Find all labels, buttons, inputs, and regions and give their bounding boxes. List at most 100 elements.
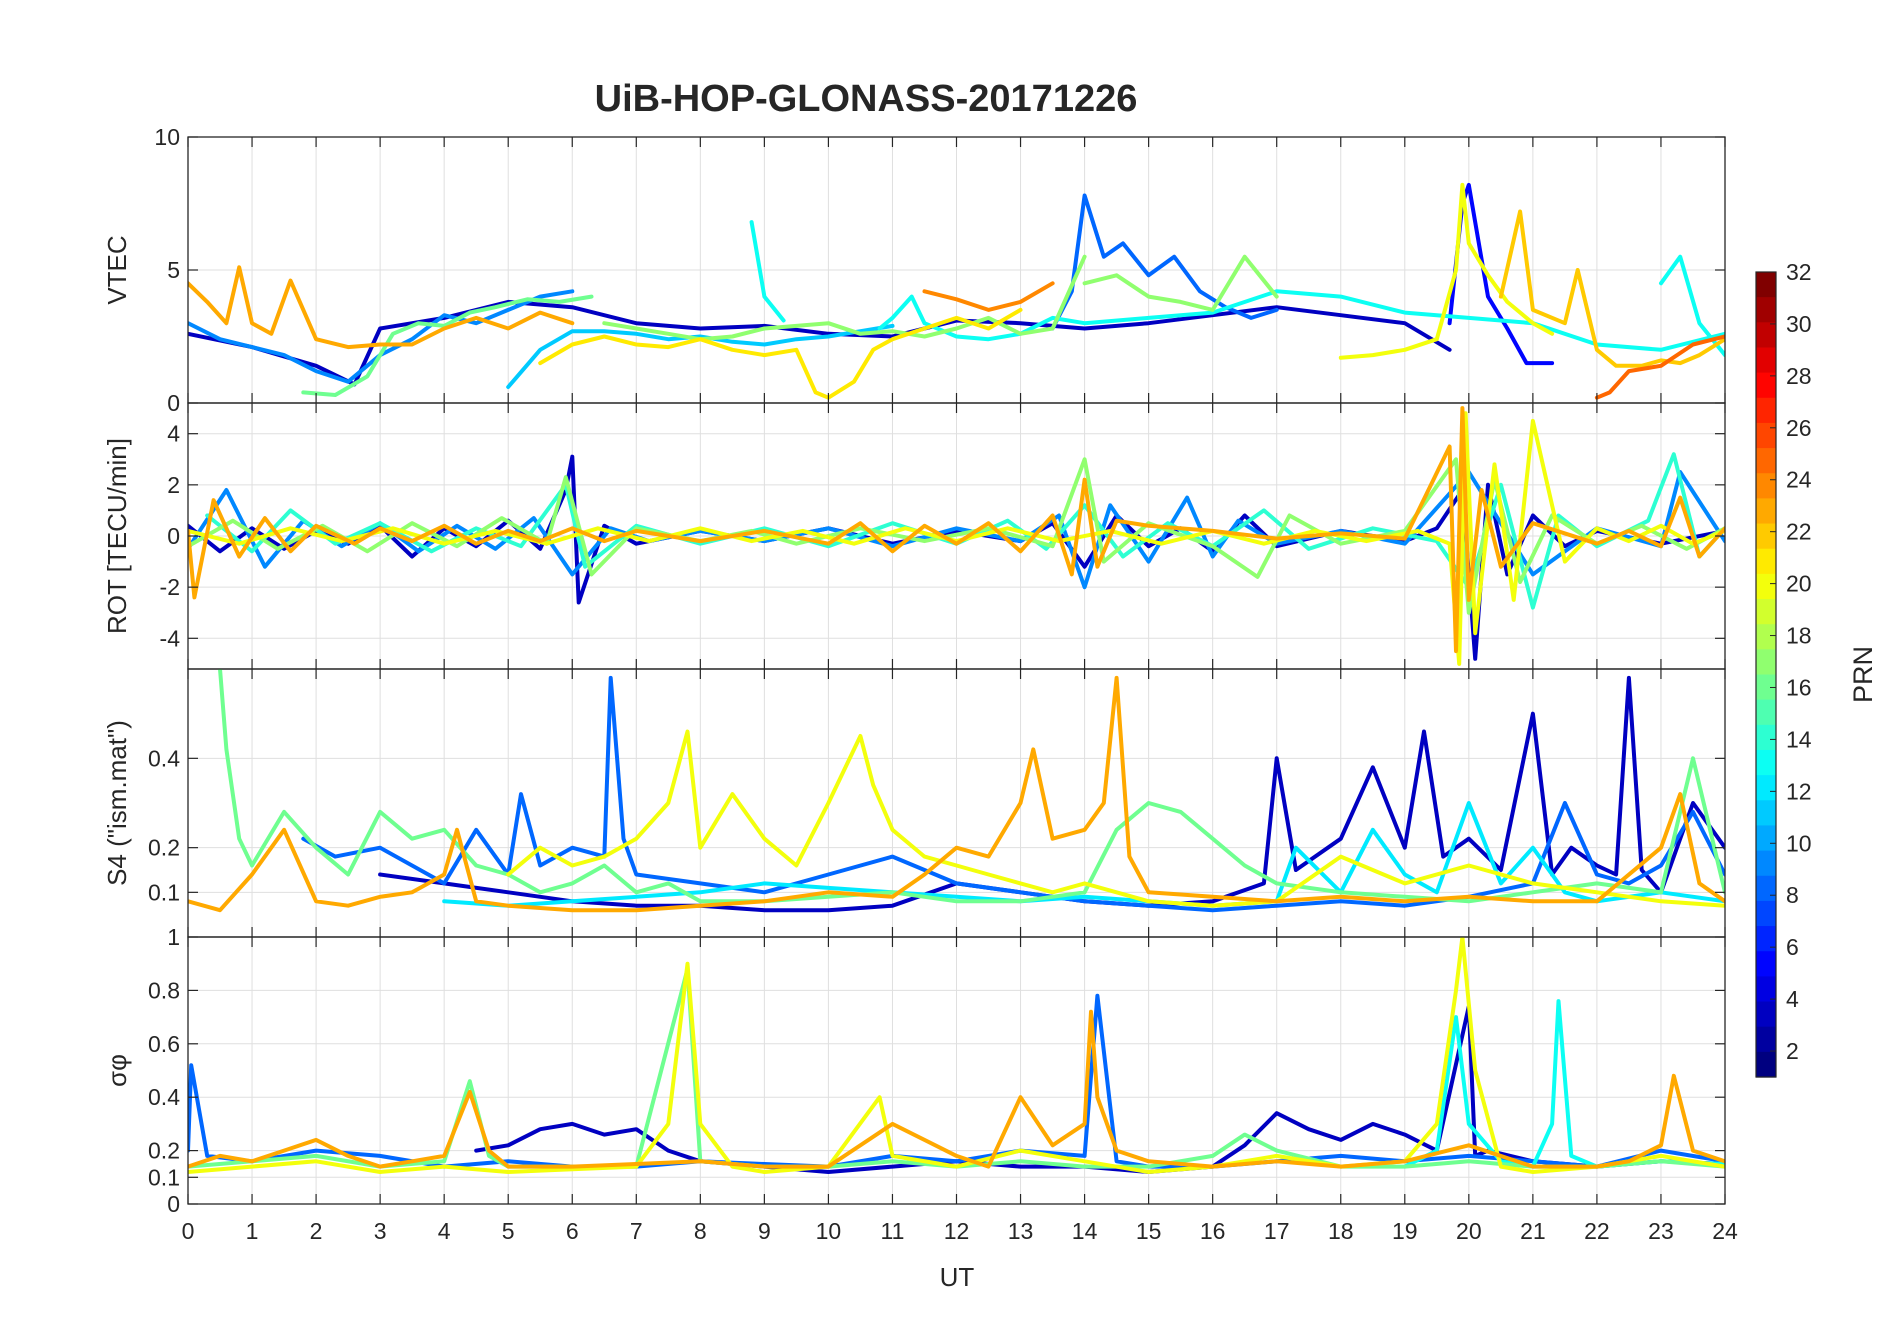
x-axis-label: UT — [940, 1262, 975, 1292]
x-tick-label: 6 — [566, 1218, 579, 1244]
y-tick-label: 0 — [167, 1191, 180, 1217]
panel-3: 0.1 0.2 0.4 S4 ("ism.mat") — [102, 668, 1726, 938]
series-line-prn-21 — [538, 307, 1023, 400]
x-tick-label: 17 — [1264, 1218, 1290, 1244]
x-tick-label: 12 — [944, 1218, 970, 1244]
colorbar-tick-label: 16 — [1786, 674, 1812, 700]
colorbar-segment — [1756, 523, 1776, 550]
series-line-prn-23 — [188, 1009, 1725, 1169]
colorbar-tick-label: 4 — [1786, 986, 1799, 1012]
x-tick-label: 10 — [816, 1218, 842, 1244]
y-tick-label: 0.4 — [148, 745, 180, 771]
x-tick-label: 15 — [1136, 1218, 1162, 1244]
colorbar-tick-label: 32 — [1786, 259, 1812, 285]
y-tick-label: 0.2 — [148, 835, 180, 861]
colorbar-segment — [1756, 951, 1776, 977]
series-group — [188, 937, 1725, 1174]
x-tick-label: 23 — [1648, 1218, 1674, 1244]
colorbar-segment — [1756, 900, 1776, 927]
colorbar-tick-label: 22 — [1786, 519, 1812, 545]
x-tick-label: 16 — [1200, 1218, 1226, 1244]
colorbar-segment — [1756, 498, 1776, 525]
panel-4: 00.10.2 0.4 0.6 0.8 1 σφ — [102, 924, 1726, 1217]
series-line-prn-3 — [188, 299, 1452, 387]
y-tick-label: 2 — [167, 472, 180, 498]
colorbar-segment — [1756, 875, 1776, 902]
panel-1: 0 5 10 VTEC — [102, 124, 1726, 416]
series-line-prn-8 — [188, 993, 1725, 1169]
colorbar-segment — [1756, 775, 1776, 801]
series-line-prn-20 — [188, 937, 1725, 1174]
y-axis-label: σφ — [102, 1054, 132, 1087]
series-line-prn-17 — [1082, 254, 1279, 312]
series-line-prn-20 — [506, 729, 1725, 908]
colorbar-segment — [1756, 573, 1776, 600]
x-tick-label: 5 — [502, 1218, 515, 1244]
x-tick-labels: 0 1 2 3 4 5 6 7 8 9 10 11 12 13 14 15 16 17 18 19 20 21 22 23 24 — [182, 1218, 1738, 1244]
colorbar-tick-label: 28 — [1786, 363, 1812, 389]
x-tick-label: 11 — [881, 1218, 905, 1244]
series-group — [188, 406, 1725, 666]
x-tick-label: 3 — [374, 1218, 387, 1244]
colorbar-segment — [1756, 749, 1776, 776]
colorbar-tick-label: 8 — [1786, 882, 1799, 908]
series-line-prn-23 — [188, 675, 1725, 913]
colorbar-segment — [1756, 448, 1776, 474]
colorbar-frame — [1755, 271, 1777, 1078]
x-tick-label: 4 — [438, 1218, 451, 1244]
colorbar-segment — [1756, 976, 1776, 1003]
series-line-prn-20 — [1338, 182, 1555, 360]
colorbar-tick-label: 18 — [1786, 623, 1812, 649]
colorbar-segment — [1756, 422, 1776, 449]
series-line-prn-8 — [1050, 193, 1279, 331]
x-tick-label: 20 — [1456, 1218, 1482, 1244]
colorbar-tick-label: 6 — [1786, 934, 1799, 960]
series-line-prn-17 — [602, 254, 1087, 342]
y-tick-label: -4 — [160, 625, 181, 651]
colorbar-segment — [1756, 322, 1776, 349]
series-line-prn-3 — [378, 675, 1725, 913]
x-tick-label: 18 — [1328, 1218, 1354, 1244]
series-line-prn-25 — [1594, 334, 1725, 400]
colorbar-tick-label: 24 — [1786, 467, 1812, 493]
colorbar-segment — [1756, 674, 1776, 701]
colorbar-segment — [1756, 397, 1776, 424]
y-tick-label: 4 — [167, 421, 180, 447]
y-axis-label: S4 ("ism.mat") — [102, 720, 132, 886]
series-line-prn-16 — [301, 294, 594, 397]
colorbar-segment — [1756, 800, 1776, 827]
colorbar-segment — [1756, 926, 1776, 952]
colorbar-segment — [1756, 548, 1776, 575]
y-tick-label: 0.1 — [148, 879, 180, 905]
colorbar-segment — [1756, 347, 1776, 374]
series-line-prn-13 — [749, 220, 786, 323]
x-tick-label: 21 — [1520, 1218, 1546, 1244]
series-group — [188, 182, 1725, 400]
colorbar-segment — [1756, 599, 1776, 625]
series-line-prn-8 — [301, 675, 1725, 913]
x-tick-label: 8 — [694, 1218, 707, 1244]
colorbar-segment — [1756, 850, 1776, 877]
x-tick-label: 19 — [1392, 1218, 1418, 1244]
x-tick-label: 14 — [1072, 1218, 1098, 1244]
colorbar-segment — [1756, 372, 1776, 399]
colorbar-segment — [1756, 699, 1776, 726]
panel-2: -4 -2 0 2 4 ROT [TECU/min] — [102, 402, 1726, 670]
series-line-prn-23 — [188, 406, 1725, 654]
colorbar-tick-label: 30 — [1786, 311, 1812, 337]
y-tick-label: 5 — [167, 257, 180, 283]
colorbar-segment — [1756, 649, 1776, 676]
series-line-prn-9 — [188, 470, 1725, 590]
y-tick-label: 0.8 — [148, 977, 180, 1003]
x-tick-label: 13 — [1008, 1218, 1034, 1244]
y-tick-label: -2 — [160, 574, 180, 600]
colorbar-segment — [1756, 724, 1776, 751]
colorbar-tick-label: 2 — [1786, 1038, 1799, 1064]
colorbar-segment — [1756, 1026, 1776, 1053]
colorbar-segment — [1756, 473, 1776, 500]
colorbar-segment — [1756, 272, 1776, 298]
